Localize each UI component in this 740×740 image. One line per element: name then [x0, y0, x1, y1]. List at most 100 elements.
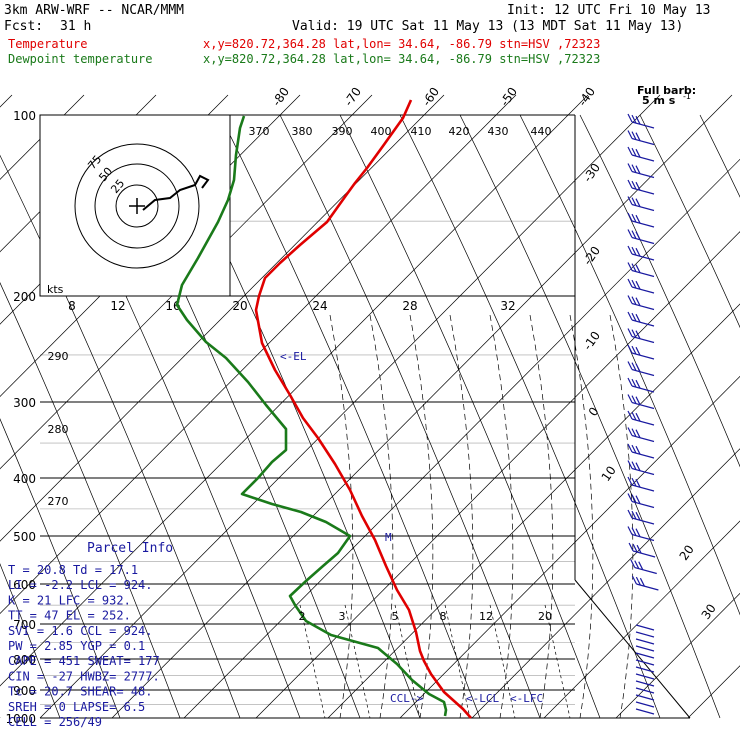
pressure-tick-label: 200 [13, 290, 36, 304]
barb-feather [631, 197, 637, 206]
lcl-marker: <-LCL [466, 692, 499, 705]
isotherm-line [0, 94, 445, 542]
isotherm-line [0, 94, 589, 687]
barb-feather [631, 461, 637, 470]
barb-feather [635, 247, 641, 257]
isotherm-line [255, 231, 740, 719]
barb-feather [631, 263, 637, 272]
hodograph-speed-label: 20 [232, 299, 247, 313]
model-title: 3km ARW-WRF -- NCAR/MMM [4, 3, 184, 18]
barb-key-value: 5 m s [642, 94, 676, 107]
dry-adiabat [639, 114, 740, 329]
barb-feather [635, 165, 641, 174]
barb-feather [635, 412, 641, 422]
dry-adiabat [219, 114, 481, 719]
wind-barb [630, 559, 657, 575]
isotherm-line [0, 94, 373, 470]
lfc-marker: <-LFC [510, 692, 543, 705]
mixing-ratio-line [344, 604, 371, 719]
barb-shaft [635, 701, 655, 708]
legend-temperature-loc: x,y=820.72,364.28 lat,lon= 34.64, -86.79… [203, 37, 600, 51]
barb-feather [635, 478, 641, 488]
barb-feather [635, 264, 641, 273]
init-time: Init: 12 UTC Fri 10 May 13 [507, 3, 711, 18]
dry-adiabat [0, 282, 181, 719]
barb-feather [627, 113, 633, 123]
parcel-row: K = 21 LFC = 932. [8, 593, 131, 607]
pressure-tick-label: 300 [13, 396, 36, 410]
barb-feather [635, 528, 641, 537]
barb-feather [639, 577, 645, 587]
barb-feather [635, 346, 641, 356]
barb-feather [635, 148, 641, 158]
barb-feather [635, 429, 641, 438]
barb-feather [627, 146, 633, 156]
parcel-info-box: Parcel Info [87, 541, 173, 556]
mixing-ratio-label: 12 [479, 610, 493, 623]
theta-label: 280 [48, 423, 69, 436]
barb-feather [631, 575, 637, 585]
theta-label: 290 [48, 350, 69, 363]
theta-label: 430 [488, 125, 509, 138]
barb-feather [631, 362, 637, 371]
isotherm-line [0, 94, 517, 614]
sounding-traces [175, 99, 472, 719]
wind-barb [627, 344, 655, 360]
barb-feather [631, 279, 637, 289]
theta-label: 390 [332, 125, 353, 138]
parcel-row: LI = -2.2 LCL = 924. [8, 578, 153, 592]
dry-adiabat [699, 114, 740, 198]
wind-barb [627, 196, 655, 212]
barb-feather [631, 164, 637, 173]
barb-feather [635, 576, 641, 586]
isotherm-line [183, 158, 740, 719]
theta-label: 440 [531, 125, 552, 138]
barb-feather [631, 246, 637, 256]
barb-feather [635, 132, 641, 141]
wind-barbs [627, 113, 659, 715]
barb-shaft [635, 652, 655, 659]
m-marker: M [385, 531, 392, 544]
dewpoint-trace [175, 115, 448, 717]
barb-feather [635, 396, 641, 405]
isotherm-line [615, 592, 740, 719]
barb-feather [635, 495, 641, 504]
barb-feather [627, 163, 633, 172]
hodograph-speed-label: 32 [500, 299, 515, 313]
wind-barb [627, 130, 655, 146]
mixing-ratio-label: 5 [392, 610, 399, 623]
parcel-title: Parcel Info [87, 541, 173, 556]
barb-feather [631, 147, 637, 157]
pressure-tick-label: 100 [13, 109, 36, 123]
mixing-ratio-label: 20 [538, 610, 552, 623]
wind-barb [627, 361, 655, 377]
wind-barb [627, 476, 655, 492]
temperature-trace [254, 99, 472, 719]
barb-feather [627, 493, 633, 502]
parcel-info-rows: T = 20.8 Td = 17.1LI = -2.2 LCL = 924.K … [8, 563, 160, 729]
wind-barb [627, 278, 655, 294]
wind-barb [628, 542, 656, 558]
isotherm-label: -80 [269, 85, 292, 109]
barb-feather [635, 214, 641, 224]
moist-adiabat [489, 314, 514, 719]
fcst-label: Fcst: [4, 19, 43, 34]
theta-label: 370 [249, 125, 270, 138]
mixing-ratio-line [299, 604, 326, 719]
mixing-ratio-line [544, 604, 571, 719]
barb-feather [628, 542, 634, 552]
barb-feather [631, 411, 637, 421]
wind-barb [627, 212, 655, 228]
barb-feather [627, 509, 633, 519]
barb-feather [631, 345, 637, 355]
barb-feather [635, 198, 641, 207]
isotherm-label: 20 [677, 542, 697, 563]
isotherm-line [399, 375, 740, 719]
pressure-tick-label: 600 [13, 578, 36, 592]
moist-adiabat [529, 314, 554, 719]
barb-feather [631, 230, 637, 239]
hodograph-speed-label: 8 [68, 299, 76, 313]
theta-label: 400 [371, 125, 392, 138]
chart-border [574, 579, 691, 719]
wind-barb [627, 179, 655, 195]
